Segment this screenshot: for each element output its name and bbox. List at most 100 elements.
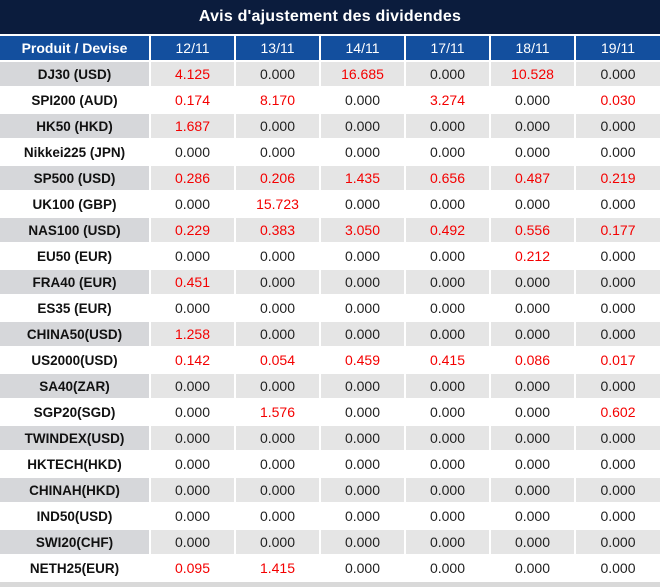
value-cell: 0.000	[490, 477, 576, 504]
value-cell: 0.000	[405, 61, 491, 88]
value-cell: 0.142	[150, 347, 236, 374]
value-cell: 0.000	[150, 295, 236, 322]
value-cell: 0.000	[575, 477, 660, 504]
value-cell: 0.000	[575, 61, 660, 88]
product-cell: SPI200 (AUD)	[0, 87, 151, 114]
value-cell: 0.000	[405, 321, 491, 348]
value-cell: 0.000	[320, 321, 406, 348]
value-cell: 0.000	[490, 451, 576, 478]
product-cell: IND50(USD)	[0, 503, 151, 530]
product-cell: EU50 (EUR)	[0, 243, 151, 270]
value-cell: 0.000	[490, 295, 576, 322]
value-cell: 4.125	[150, 61, 236, 88]
table-row: NAS100 (USD) 0.229 0.383 3.050 0.492 0.556 0.1…	[0, 217, 660, 244]
value-cell: 0.000	[575, 191, 660, 218]
date-column-header: 17/11	[405, 36, 491, 62]
value-cell: 0.000	[235, 243, 321, 270]
table-row: FRA40 (EUR) 0.451 0.000 0.000 0.000 0.000 0.00…	[0, 269, 660, 296]
value-cell: 0.000	[150, 139, 236, 166]
value-cell: 0.174	[150, 87, 236, 114]
product-cell: TWINDEX(USD)	[0, 425, 151, 452]
value-cell: 0.000	[575, 321, 660, 348]
product-cell: DJ30 (USD)	[0, 61, 151, 88]
product-cell: SGP20(SGD)	[0, 399, 151, 426]
product-cell: US2000(USD)	[0, 347, 151, 374]
product-cell: ES35 (EUR)	[0, 295, 151, 322]
value-cell: 0.000	[235, 139, 321, 166]
value-cell: 0.000	[405, 269, 491, 296]
value-cell: 1.258	[150, 321, 236, 348]
table-row: HKTECH(HKD) 0.000 0.000 0.000 0.000 0.000 0.00…	[0, 451, 660, 478]
value-cell: 0.000	[320, 373, 406, 400]
page-title: Avis d'ajustement des dividendes	[0, 0, 660, 34]
value-cell: 0.000	[405, 191, 491, 218]
value-cell: 0.383	[235, 217, 321, 244]
value-cell: 0.000	[575, 269, 660, 296]
value-cell: 0.000	[235, 113, 321, 140]
value-cell: 0.177	[575, 217, 660, 244]
table-row: CHINA50(USD) 1.258 0.000 0.000 0.000 0.000 0.0…	[0, 321, 660, 348]
value-cell: 0.000	[235, 451, 321, 478]
date-column-header: 19/11	[575, 36, 660, 62]
product-cell: UK100 (GBP)	[0, 191, 151, 218]
value-cell: 0.000	[405, 113, 491, 140]
value-cell: 0.000	[490, 555, 576, 582]
product-cell: CHINAH(HKD)	[0, 477, 151, 504]
value-cell: 0.000	[490, 373, 576, 400]
date-column-header: 12/11	[150, 36, 236, 62]
value-cell: 0.000	[405, 243, 491, 270]
value-cell: 0.000	[490, 139, 576, 166]
table-row: TWINDEX(USD) 0.000 0.000 0.000 0.000 0.000 0.0…	[0, 425, 660, 452]
value-cell: 3.050	[320, 217, 406, 244]
value-cell: 0.000	[575, 373, 660, 400]
table-row: DJ30 (USD) 4.125 0.000 16.685 0.000 10.528 0.0…	[0, 61, 660, 88]
value-cell: 0.000	[320, 243, 406, 270]
value-cell: 0.086	[490, 347, 576, 374]
value-cell: 0.000	[405, 451, 491, 478]
value-cell: 0.000	[405, 373, 491, 400]
value-cell: 0.000	[320, 399, 406, 426]
value-cell: 0.000	[490, 399, 576, 426]
value-cell: 0.017	[575, 347, 660, 374]
value-cell: 0.000	[405, 503, 491, 530]
value-cell: 0.000	[490, 321, 576, 348]
dividend-table: Produit / Devise 12/11 13/11 14/11 17/11 18/…	[0, 36, 660, 582]
product-cell: HK50 (HKD)	[0, 113, 151, 140]
value-cell: 0.000	[575, 555, 660, 582]
value-cell: 0.095	[150, 555, 236, 582]
value-cell: 0.000	[405, 399, 491, 426]
date-column-header: 18/11	[490, 36, 576, 62]
value-cell: 0.000	[320, 113, 406, 140]
column-header-product: Produit / Devise	[0, 36, 151, 62]
table-row: ES35 (EUR) 0.000 0.000 0.000 0.000 0.000 0.000	[0, 295, 660, 322]
table-row: SP500 (USD) 0.286 0.206 1.435 0.656 0.487 0.21…	[0, 165, 660, 192]
value-cell: 0.000	[405, 139, 491, 166]
value-cell: 0.000	[150, 191, 236, 218]
value-cell: 0.000	[235, 321, 321, 348]
header-row: Produit / Devise 12/11 13/11 14/11 17/11 18/…	[0, 36, 660, 62]
value-cell: 0.000	[150, 399, 236, 426]
table-row: IND50(USD) 0.000 0.000 0.000 0.000 0.000 0.000	[0, 503, 660, 530]
value-cell: 0.000	[405, 295, 491, 322]
value-cell: 0.000	[575, 425, 660, 452]
value-cell: 15.723	[235, 191, 321, 218]
value-cell: 0.556	[490, 217, 576, 244]
value-cell: 0.212	[490, 243, 576, 270]
value-cell: 0.000	[235, 529, 321, 556]
value-cell: 1.576	[235, 399, 321, 426]
value-cell: 0.054	[235, 347, 321, 374]
value-cell: 0.000	[575, 451, 660, 478]
bottom-border-strip	[0, 582, 660, 587]
value-cell: 0.030	[575, 87, 660, 114]
value-cell: 3.274	[405, 87, 491, 114]
date-column-header: 13/11	[235, 36, 321, 62]
table-row: NETH25(EUR) 0.095 1.415 0.000 0.000 0.000 0.00…	[0, 555, 660, 582]
table-row: CHINAH(HKD) 0.000 0.000 0.000 0.000 0.000 0.00…	[0, 477, 660, 504]
value-cell: 1.415	[235, 555, 321, 582]
value-cell: 0.000	[320, 529, 406, 556]
value-cell: 0.000	[490, 269, 576, 296]
table-row: Nikkei225 (JPN) 0.000 0.000 0.000 0.000 0.000…	[0, 139, 660, 166]
value-cell: 10.528	[490, 61, 576, 88]
value-cell: 0.000	[320, 191, 406, 218]
